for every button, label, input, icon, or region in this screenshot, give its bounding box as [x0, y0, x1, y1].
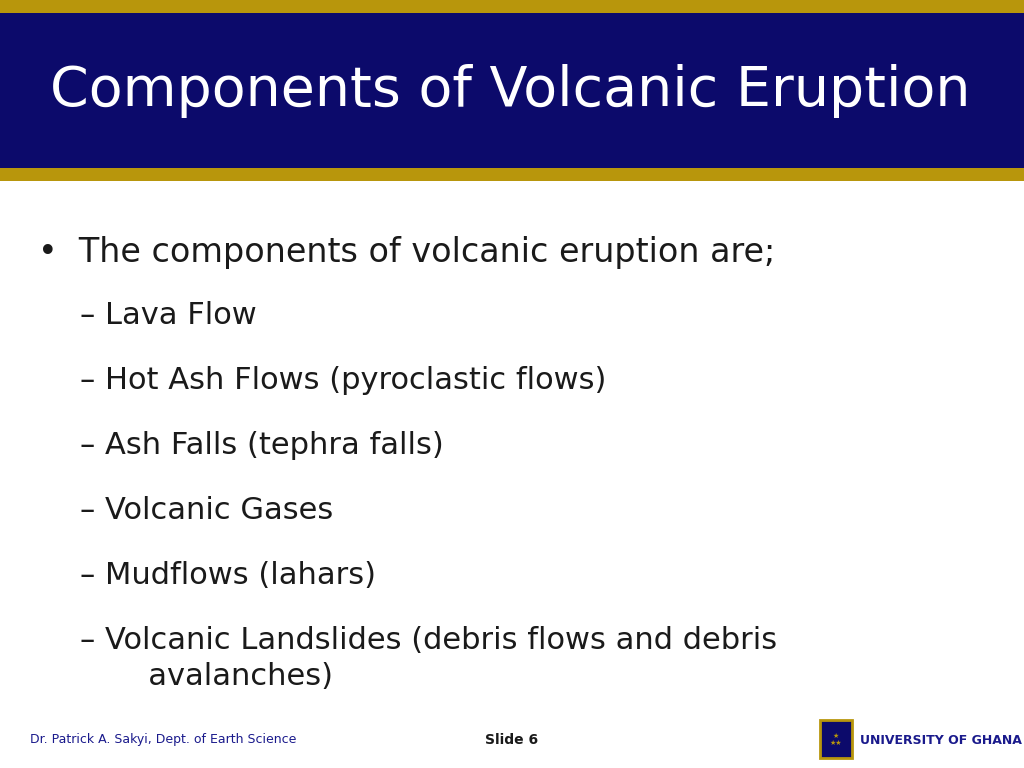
Text: – Hot Ash Flows (pyroclastic flows): – Hot Ash Flows (pyroclastic flows): [80, 366, 606, 395]
Bar: [820, 720, 852, 758]
Bar: [0, 0, 1024, 13]
Text: Components of Volcanic Eruption: Components of Volcanic Eruption: [50, 64, 971, 118]
Text: – Mudflows (lahars): – Mudflows (lahars): [80, 561, 376, 590]
Text: Slide 6: Slide 6: [485, 733, 539, 747]
Text: – Lava Flow: – Lava Flow: [80, 301, 257, 330]
Text: •  The components of volcanic eruption are;: • The components of volcanic eruption ar…: [38, 236, 775, 269]
Text: Dr. Patrick A. Sakyi, Dept. of Earth Science: Dr. Patrick A. Sakyi, Dept. of Earth Sci…: [30, 733, 296, 746]
Text: – Ash Falls (tephra falls): – Ash Falls (tephra falls): [80, 431, 443, 460]
Text: – Volcanic Landslides (debris flows and debris
       avalanches): – Volcanic Landslides (debris flows and …: [80, 626, 777, 691]
Bar: [0, 168, 1024, 181]
Bar: [0, 13, 1024, 168]
Text: – Volcanic Gases: – Volcanic Gases: [80, 496, 333, 525]
Text: UNIVERSITY OF GHANA: UNIVERSITY OF GHANA: [860, 733, 1022, 746]
Text: ★
★★: ★ ★★: [829, 733, 843, 746]
